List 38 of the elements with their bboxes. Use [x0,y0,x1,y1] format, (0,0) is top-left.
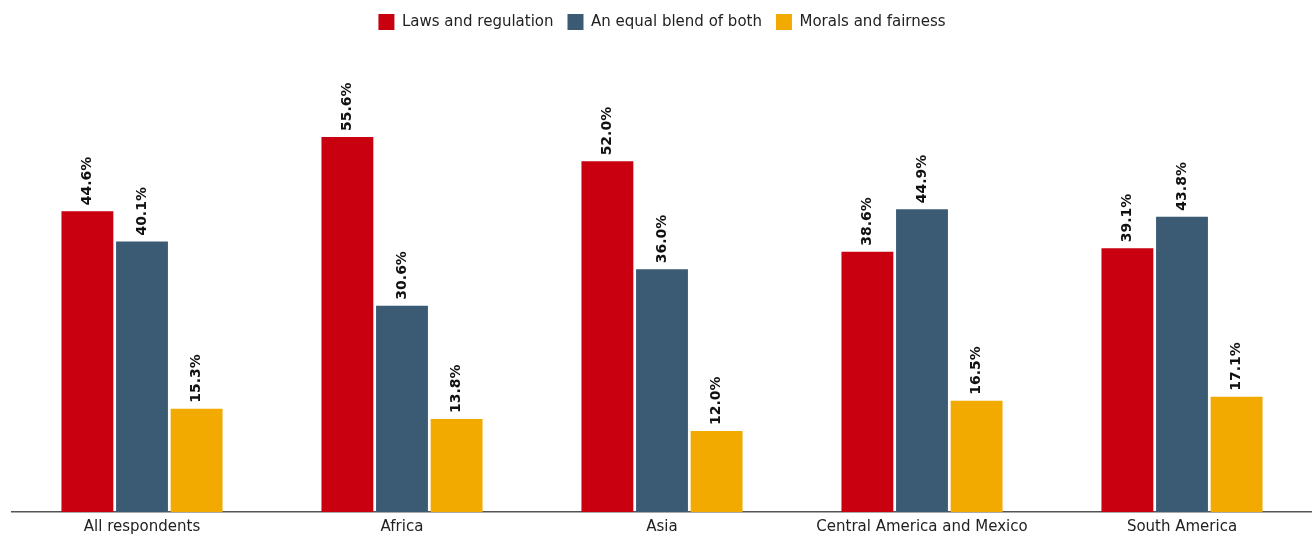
data-label: 55.6% [338,82,355,132]
legend-label: Morals and fairness [799,11,946,30]
data-label: 15.3% [187,354,204,403]
data-label: 44.6% [78,156,95,206]
x-tick-label: Central America and Mexico [816,516,1028,535]
data-label: 43.8% [1172,162,1189,211]
legend-label: An equal blend of both [591,11,762,30]
x-tick-label: Asia [646,516,678,535]
data-label: 44.9% [912,154,929,204]
bar [116,241,168,512]
bar [376,305,428,512]
data-label: 16.5% [967,346,984,395]
bar [581,161,634,512]
bar [636,269,688,512]
bar [170,408,223,512]
legend-label: Laws and regulation [401,11,554,30]
bar [950,400,1003,512]
x-tick-label: South America [1126,516,1238,535]
data-label: 12.0% [707,376,724,426]
x-tick-label: Africa [380,516,424,535]
x-tick-label: All respondents [83,516,201,535]
bar [1156,216,1208,512]
bar [430,418,483,512]
bar [1101,248,1154,512]
data-label: 52.0% [598,106,615,156]
bar [690,431,743,512]
data-label: 17.1% [1227,342,1244,391]
data-label: 13.8% [447,364,464,413]
data-label: 38.6% [858,197,875,246]
bar [841,251,894,512]
bar [61,211,114,512]
data-label: 36.0% [652,214,669,264]
bar [321,137,374,512]
bar [896,209,948,512]
data-label: 39.1% [1118,193,1135,243]
bar [1210,396,1263,512]
data-label: 40.1% [132,187,149,236]
data-label: 30.6% [392,251,409,300]
